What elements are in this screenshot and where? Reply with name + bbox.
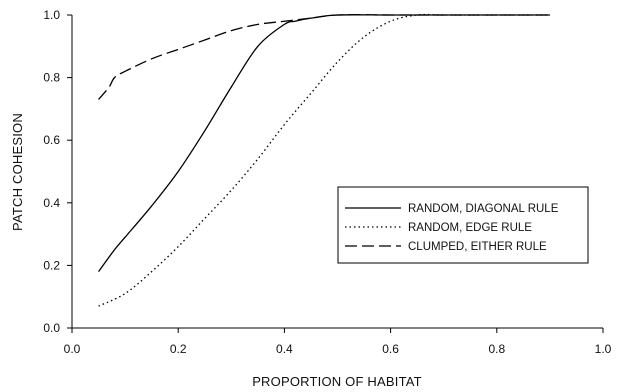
x-tick-label: 1.0: [595, 342, 612, 356]
legend-label-clumped: CLUMPED, EITHER RULE: [408, 241, 547, 253]
series-line-2: [98, 14, 550, 100]
series-layer: [98, 13, 550, 307]
legend-label-diagonal: RANDOM, DIAGONAL RULE: [408, 203, 559, 215]
series-line-1: [98, 13, 550, 307]
legend-label-edge: RANDOM, EDGE RULE: [408, 222, 532, 234]
plot-frame: [71, 15, 603, 329]
y-tick-label: 0.4: [43, 196, 60, 210]
x-tick-label: 0.2: [170, 342, 187, 356]
y-tick-label: 0.0: [43, 321, 60, 335]
x-tick-label: 0.0: [64, 342, 81, 356]
y-tick-label: 1.0: [43, 8, 60, 22]
y-tick-label: 0.2: [43, 258, 60, 272]
legend: RANDOM, DIAGONAL RULE RANDOM, EDGE RULE …: [337, 186, 589, 264]
x-axis-label: PROPORTION OF HABITAT: [252, 374, 422, 389]
y-axis-label: PATCH COHESION: [10, 113, 25, 231]
x-tick-label: 0.4: [276, 342, 293, 356]
x-tick-label: 0.8: [488, 342, 505, 356]
y-axis-ticks: 0.0 0.2 0.4 0.6 0.8 1.0: [43, 8, 72, 335]
x-tick-label: 0.6: [382, 342, 399, 356]
y-tick-label: 0.6: [43, 133, 60, 147]
legend-box: [337, 186, 589, 264]
x-axis-ticks: 0.0 0.2 0.4 0.6 0.8 1.0: [64, 328, 612, 356]
y-tick-label: 0.8: [43, 71, 60, 85]
